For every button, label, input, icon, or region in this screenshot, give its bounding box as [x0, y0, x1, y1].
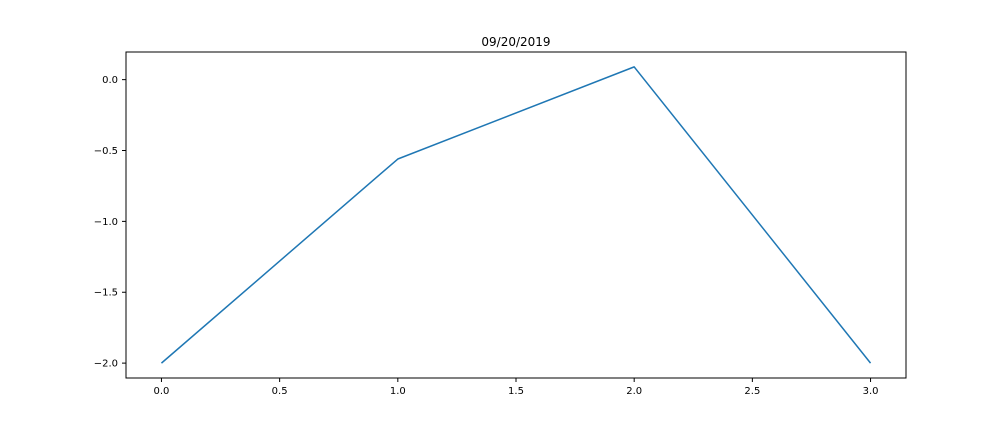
- x-tick-label: 2.5: [744, 386, 760, 397]
- x-axis: 0.0 0.5 1.0 1.5 2.0 2.5 3.0: [154, 378, 879, 397]
- series-line-0: [160, 66, 872, 364]
- x-tick-label: 1.0: [390, 386, 406, 397]
- y-tick-label: −0.5: [94, 146, 118, 157]
- axes-frame: [125, 51, 907, 379]
- x-tick-label: 0.5: [272, 386, 288, 397]
- y-tick-label: −1.5: [94, 288, 118, 299]
- x-tick-label: 1.5: [508, 386, 524, 397]
- y-axis: −2.0 −1.5 −1.0 −0.5 0.0: [94, 75, 126, 370]
- y-tick-label: −2.0: [94, 359, 118, 370]
- y-tick-label: 0.0: [102, 75, 118, 86]
- x-tick-label: 2.0: [626, 386, 642, 397]
- x-tick-label: 3.0: [863, 386, 879, 397]
- x-tick-label: 0.0: [154, 386, 170, 397]
- plot-area: [160, 66, 872, 364]
- chart-title: 09/20/2019: [481, 35, 550, 49]
- y-tick-label: −1.0: [94, 217, 118, 228]
